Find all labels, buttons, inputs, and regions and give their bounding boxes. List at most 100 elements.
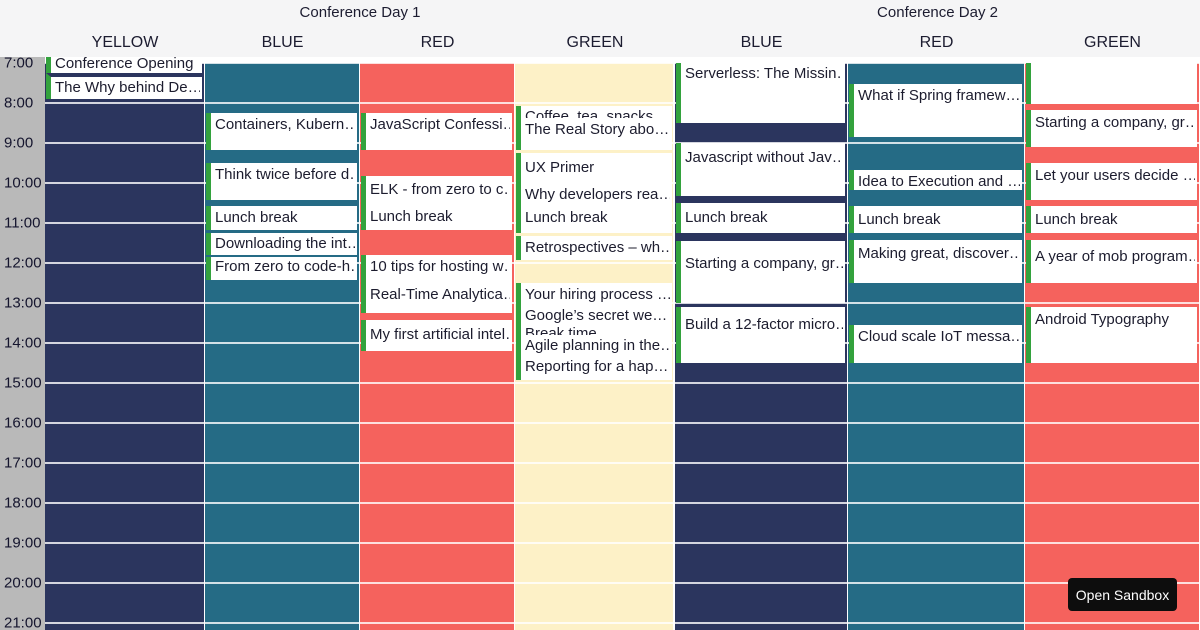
- hour-gridline: [45, 422, 1200, 424]
- calendar-event[interactable]: Making great, discover…: [849, 239, 1022, 283]
- calendar-event[interactable]: The Why behind De…: [46, 73, 202, 99]
- hour-gridline: [45, 502, 1200, 504]
- event-title: Lunch break: [685, 209, 768, 226]
- time-label: 18:00: [4, 494, 42, 512]
- calendar-event[interactable]: Lunch break: [676, 203, 845, 233]
- time-label: 9:00: [4, 134, 34, 152]
- calendar-event[interactable]: From zero to code-h…: [206, 257, 357, 280]
- calendar-event[interactable]: My first artificial intel…: [361, 319, 512, 351]
- event-title: Android Typography: [1035, 311, 1169, 328]
- hour-gridline: [45, 262, 1200, 264]
- event-title: 10 tips for hosting w…: [370, 258, 510, 275]
- open-sandbox-button[interactable]: Open Sandbox: [1068, 578, 1177, 611]
- time-label: 7:00: [4, 57, 34, 72]
- hour-gridline: [45, 462, 1200, 464]
- resource-header-label: BLUE: [261, 34, 304, 51]
- calendar-event[interactable]: Agile planning in the…: [516, 335, 672, 357]
- event-title: Let your users decide …: [1035, 167, 1195, 184]
- resource-column-background[interactable]: [45, 63, 204, 630]
- calendar-event[interactable]: Lunch break: [849, 206, 1022, 233]
- calendar-event[interactable]: Retrospectives – wh…: [516, 236, 672, 260]
- event-title: The Why behind De…: [55, 79, 200, 96]
- calendar-event[interactable]: Lunch break: [361, 199, 512, 230]
- event-title: Making great, discover…: [858, 244, 1020, 262]
- time-label: 10:00: [4, 174, 42, 192]
- event-title: Lunch break: [858, 211, 941, 229]
- calendar-event[interactable]: [1026, 63, 1197, 105]
- calendar-event[interactable]: UX Primer: [516, 153, 672, 183]
- hour-gridline: [45, 542, 1200, 544]
- calendar-event[interactable]: Think twice before d…: [206, 163, 357, 200]
- event-title: Why developers rea…: [525, 186, 670, 203]
- calendar-event[interactable]: Javascript without Jav…: [676, 143, 845, 197]
- event-title: Build a 12-factor micro…: [685, 316, 843, 333]
- day-header-label: Conference Day 2: [877, 4, 998, 21]
- hour-gridline: [45, 62, 1200, 64]
- calendar-event[interactable]: Your hiring process …: [516, 283, 672, 307]
- calendar-event[interactable]: Containers, Kubern…: [206, 113, 357, 150]
- hour-gridline: [45, 102, 1200, 104]
- event-title: UX Primer: [525, 159, 595, 176]
- event-title: Cloud scale IoT messa…: [858, 328, 1020, 345]
- calendar-event[interactable]: The Real Story abo…: [516, 118, 672, 150]
- hour-gridline: [45, 382, 1200, 384]
- calendar-event[interactable]: ELK - from zero to c…: [361, 176, 512, 200]
- event-title: The Real Story abo…: [525, 121, 670, 139]
- event-title: From zero to code-h…: [215, 258, 355, 275]
- calendar-event[interactable]: Google’s secret we…: [516, 306, 672, 327]
- event-title: Lunch break: [525, 209, 608, 226]
- calendar-event[interactable]: Real-Time Analytica…: [361, 283, 512, 313]
- calendar-event[interactable]: Lunch break: [1026, 206, 1197, 233]
- event-title: Idea to Execution and …: [858, 172, 1020, 190]
- calendar-event[interactable]: 10 tips for hosting w…: [361, 255, 512, 283]
- event-title: Lunch break: [1035, 211, 1118, 229]
- event-title: Lunch break: [215, 209, 298, 227]
- calendar-event[interactable]: Starting a company, gr…: [1026, 109, 1197, 147]
- calendar-event[interactable]: Serverless: The Missin…: [676, 63, 845, 123]
- time-label: 21:00: [4, 614, 42, 630]
- event-title: Conference Opening: [55, 57, 194, 72]
- calendar-event[interactable]: Downloading the int…: [206, 233, 357, 255]
- calendar-event[interactable]: Conference Opening: [46, 57, 202, 73]
- hour-gridline: [45, 582, 1200, 584]
- hour-gridline: [45, 622, 1200, 624]
- event-title: JavaScript Confessi…: [370, 116, 510, 133]
- calendar-event[interactable]: Let your users decide …: [1026, 163, 1197, 200]
- event-title: Agile planning in the…: [525, 337, 670, 354]
- calendar-event[interactable]: Reporting for a hap…: [516, 356, 672, 380]
- event-title: Your hiring process …: [525, 286, 670, 303]
- resource-header-label: RED: [919, 34, 954, 51]
- event-title: Serverless: The Missin…: [685, 65, 843, 82]
- calendar-event[interactable]: Android Typography: [1026, 307, 1197, 363]
- calendar-event[interactable]: Why developers rea…: [516, 183, 672, 203]
- time-label: 16:00: [4, 414, 42, 432]
- calendar-event[interactable]: What if Spring framew…: [849, 84, 1022, 137]
- calendar-event[interactable]: Lunch break: [206, 206, 357, 230]
- event-title: Reporting for a hap…: [525, 358, 669, 376]
- time-label: 8:00: [4, 94, 34, 112]
- event-title: My first artificial intel…: [370, 325, 510, 343]
- event-title: ELK - from zero to c…: [370, 181, 510, 199]
- calendar-event[interactable]: JavaScript Confessi…: [361, 113, 512, 150]
- time-label: 14:00: [4, 334, 42, 352]
- time-label: 12:00: [4, 254, 42, 272]
- calendar-event[interactable]: Lunch break: [516, 203, 672, 233]
- event-title: Starting a company, gr…: [1035, 113, 1195, 131]
- event-title: Lunch break: [370, 207, 453, 225]
- resource-header-label: GREEN: [1084, 34, 1141, 51]
- event-title: Google’s secret we…: [525, 307, 668, 325]
- time-label: 19:00: [4, 534, 42, 552]
- resource-column-background[interactable]: [205, 63, 359, 630]
- schedule-grid: 7:00 8:00 9:00 10:00 11:00 12:00 13:00 14:00 15:…: [0, 57, 1200, 630]
- calendar-event[interactable]: Build a 12-factor micro…: [676, 307, 845, 363]
- event-title: Containers, Kubern…: [215, 116, 355, 133]
- event-title: Retrospectives – wh…: [525, 239, 670, 257]
- calendar-event[interactable]: Cloud scale IoT messa…: [849, 325, 1022, 363]
- calendar-event[interactable]: Starting a company, gr…: [676, 241, 845, 303]
- calendar-event[interactable]: Idea to Execution and …: [849, 169, 1022, 190]
- day-header-label: Conference Day 1: [299, 4, 421, 21]
- time-label: 20:00: [4, 574, 42, 592]
- calendar-event[interactable]: A year of mob program…: [1026, 239, 1197, 283]
- event-title: Think twice before d…: [215, 166, 355, 183]
